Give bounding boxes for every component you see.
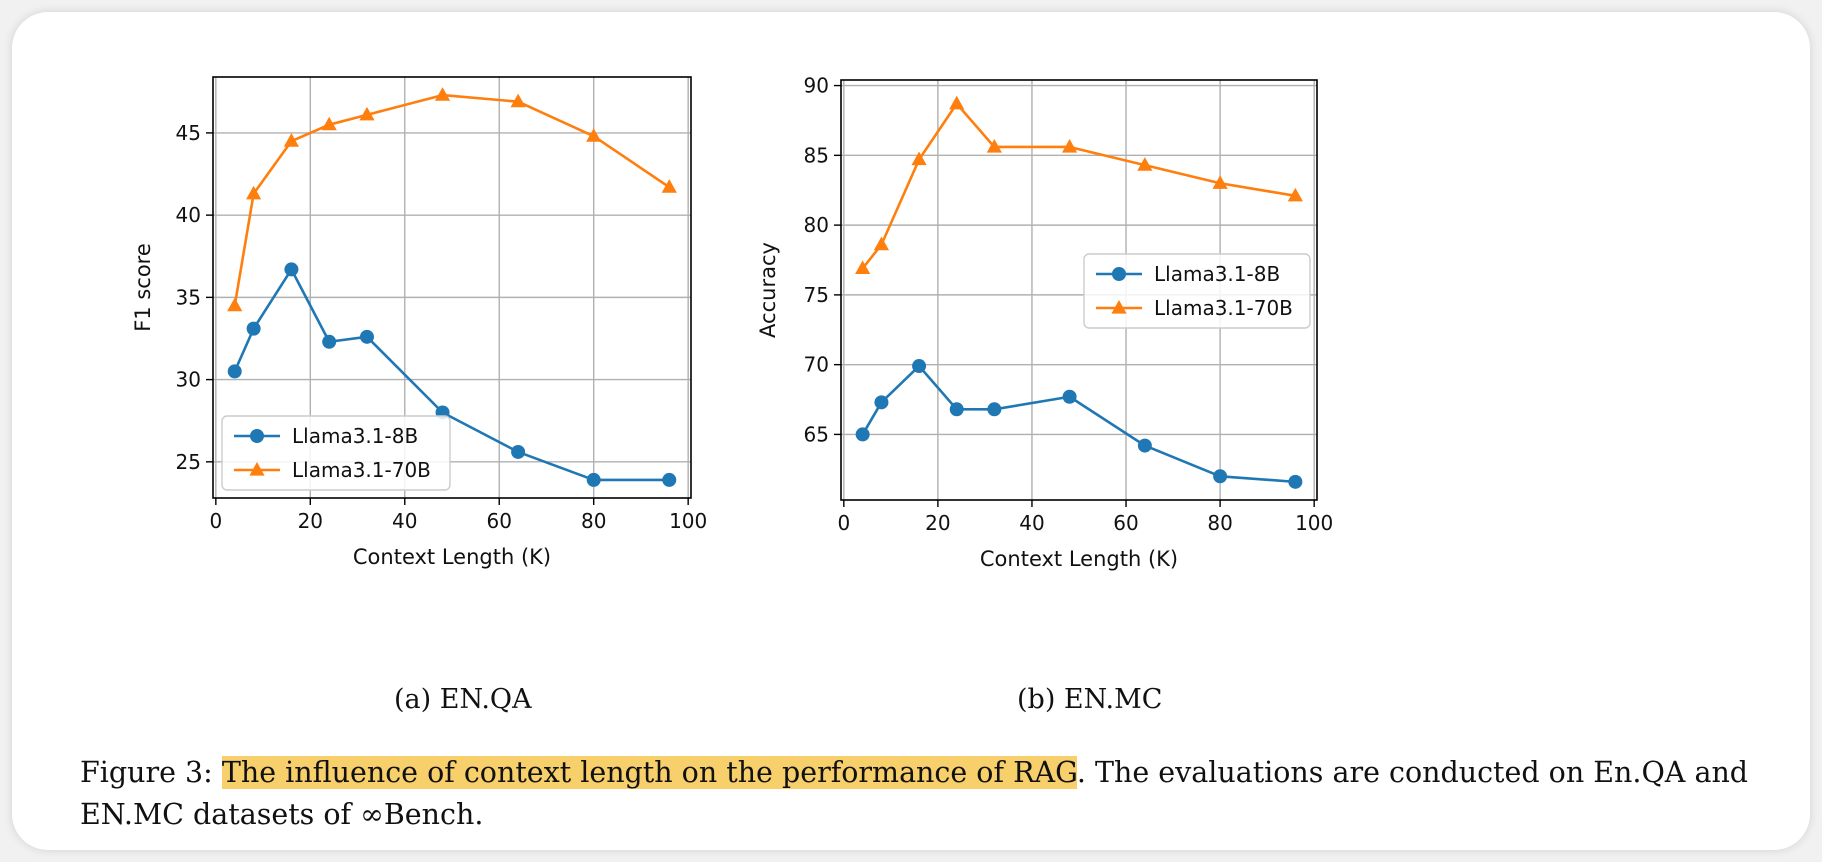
x-tick-label: 0 — [209, 509, 222, 533]
x-tick-label: 80 — [581, 509, 606, 533]
data-point — [1061, 138, 1078, 153]
legend: Llama3.1-8B Llama3.1-70B — [1083, 253, 1311, 329]
y-tick-label: 85 — [804, 143, 829, 167]
data-point — [246, 321, 261, 336]
y-tick-label: 90 — [804, 74, 829, 98]
data-point — [661, 179, 677, 193]
legend-marker — [249, 462, 265, 476]
data-point — [1137, 438, 1152, 453]
figure-plots: 0 20 40 60 80 100 25 30 35 40 45 Context Length (K)… — [131, 74, 1333, 571]
data-point — [911, 151, 927, 166]
chart-2: 0 20 40 60 80 100 65 70 75 80 85 90 Context Length (… — [756, 74, 1333, 571]
x-tick-label: 100 — [669, 509, 707, 533]
legend-box — [221, 415, 451, 491]
subcaption-b: (b) EN.MC — [1017, 684, 1163, 715]
y-tick-label: 80 — [804, 213, 829, 237]
x-tick-label: 60 — [1113, 511, 1138, 535]
data-point — [586, 472, 601, 487]
y-tick-label: 35 — [176, 285, 201, 309]
y-tick-label: 45 — [176, 121, 201, 145]
data-point — [873, 236, 890, 251]
data-point — [510, 93, 526, 108]
data-point — [1213, 469, 1228, 484]
legend-box — [1083, 253, 1311, 329]
data-point — [511, 444, 526, 459]
data-point — [874, 395, 889, 410]
data-point — [1212, 175, 1228, 189]
x-tick-label: 0 — [837, 511, 850, 535]
x-axis-label: Context Length (K) — [353, 545, 551, 569]
caption-highlight: The influence of context length on the p… — [221, 756, 1077, 789]
chart-1: 0 20 40 60 80 100 25 30 35 40 45 Context Length (K)… — [131, 76, 707, 569]
legend-marker — [1112, 267, 1126, 281]
data-point — [322, 334, 337, 349]
data-point — [359, 106, 375, 121]
data-point — [434, 87, 451, 101]
data-point — [949, 95, 965, 110]
data-point — [987, 402, 1002, 417]
data-point — [855, 260, 871, 274]
data-point — [662, 472, 677, 487]
data-point — [586, 128, 602, 142]
plot-frame — [840, 79, 1318, 501]
x-tick-label: 40 — [392, 509, 417, 533]
caption-prefix: Figure 3: — [80, 756, 222, 789]
y-axis-label: F1 score — [131, 243, 155, 332]
plot-frame — [212, 76, 692, 499]
caption-rest: . The evaluations are conducted on En.QA… — [80, 756, 1749, 831]
series-line-1 — [861, 364, 1296, 484]
x-tick-label: 60 — [487, 509, 512, 533]
legend: Llama3.1-8B Llama3.1-70B — [221, 415, 451, 491]
y-axis-label: Accuracy — [756, 242, 780, 338]
legend-label: Llama3.1-70B — [292, 458, 431, 482]
series-line-2 — [233, 93, 670, 306]
data-point — [855, 427, 870, 442]
data-point — [986, 138, 1002, 153]
x-tick-label: 80 — [1207, 511, 1232, 535]
y-tick-label: 75 — [804, 283, 829, 307]
y-tick-label: 70 — [804, 353, 829, 377]
y-tick-label: 25 — [176, 450, 201, 474]
data-point — [283, 133, 300, 147]
x-tick-label: 100 — [1295, 511, 1333, 535]
data-point — [359, 329, 374, 344]
data-point — [321, 116, 337, 131]
figure-caption: Figure 3: The influence of context lengt… — [80, 752, 1760, 836]
data-point — [227, 364, 242, 379]
x-axis-label: Context Length (K) — [980, 547, 1178, 571]
series-line-2 — [861, 102, 1296, 270]
data-point — [912, 359, 927, 374]
data-point — [1062, 389, 1077, 404]
x-tick-label: 20 — [925, 511, 950, 535]
x-tick-label: 20 — [298, 509, 323, 533]
data-point — [246, 185, 262, 200]
legend-marker — [250, 429, 264, 443]
figure-card: 0 20 40 60 80 100 25 30 35 40 45 Context Length (K)… — [12, 12, 1810, 850]
subcaption-a: (a) EN.QA — [394, 684, 532, 715]
legend-marker — [1111, 300, 1127, 314]
legend-label: Llama3.1-70B — [1154, 296, 1293, 320]
y-tick-label: 30 — [176, 368, 201, 392]
legend-label: Llama3.1-8B — [1154, 262, 1280, 286]
y-tick-label: 65 — [804, 422, 829, 446]
data-point — [227, 297, 243, 312]
data-point — [1137, 157, 1153, 171]
data-point — [1288, 474, 1303, 489]
legend-label: Llama3.1-8B — [292, 424, 418, 448]
data-point — [284, 262, 299, 277]
y-tick-label: 40 — [176, 203, 201, 227]
data-point — [949, 402, 964, 417]
x-tick-label: 40 — [1019, 511, 1044, 535]
data-point — [1287, 187, 1303, 202]
